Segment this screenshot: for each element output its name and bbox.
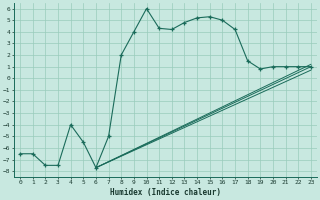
X-axis label: Humidex (Indice chaleur): Humidex (Indice chaleur) bbox=[110, 188, 221, 197]
